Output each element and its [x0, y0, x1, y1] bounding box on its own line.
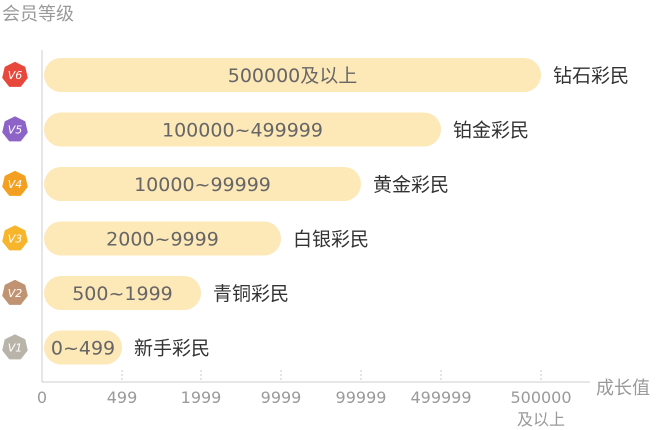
badge-label: V1 — [8, 342, 23, 355]
badge-label: V3 — [8, 233, 23, 246]
badge-label: V4 — [8, 178, 23, 191]
x-tick-label: 1999 — [181, 388, 222, 407]
badge-v1-icon — [0, 332, 30, 361]
level-name-label: 黄金彩民 — [373, 174, 449, 196]
x-tick-label: 0 — [37, 388, 47, 407]
x-tick-label: 99999 — [336, 388, 387, 407]
y-axis-title: 会员等级 — [2, 4, 74, 25]
level-name-label: 青铜彩民 — [213, 283, 289, 305]
bar-range-label: 500000及以上 — [228, 65, 358, 87]
bar-range-label: 100000~499999 — [162, 120, 323, 142]
level-name-label: 新手彩民 — [134, 338, 210, 360]
badge-label: V6 — [8, 69, 23, 82]
badge-v3-icon — [0, 223, 30, 252]
bar-v6 — [44, 58, 541, 92]
bar-v5 — [44, 112, 441, 147]
level-name-label: 铂金彩民 — [453, 120, 529, 142]
level-name-label: 白银彩民 — [293, 229, 369, 251]
x-axis-title: 成长值 — [596, 378, 650, 399]
badge-v4-icon — [0, 169, 30, 198]
bar-v4 — [44, 167, 361, 201]
badge-label: V2 — [8, 287, 23, 300]
badge-v5-icon — [0, 114, 30, 143]
bar-v2 — [44, 276, 201, 310]
level-name-label: 钻石彩民 — [553, 65, 629, 87]
bar-range-label: 10000~99999 — [134, 174, 271, 196]
bar-range-label: 0~499 — [51, 338, 115, 360]
bar-range-label: 2000~9999 — [106, 229, 219, 251]
x-tick-label: 9999 — [261, 388, 302, 407]
x-tick-label: 500000 — [510, 388, 571, 407]
x-tick-label: 及以上 — [517, 410, 565, 429]
badge-label: V5 — [8, 124, 23, 137]
bar-v1 — [44, 330, 122, 365]
badge-v2-icon — [0, 278, 30, 307]
badge-v6-icon — [0, 60, 30, 89]
bar-range-label: 500~1999 — [72, 283, 173, 305]
x-tick-label: 499 — [107, 388, 138, 407]
x-tick-label: 499999 — [410, 388, 471, 407]
bar-v3 — [44, 221, 281, 256]
